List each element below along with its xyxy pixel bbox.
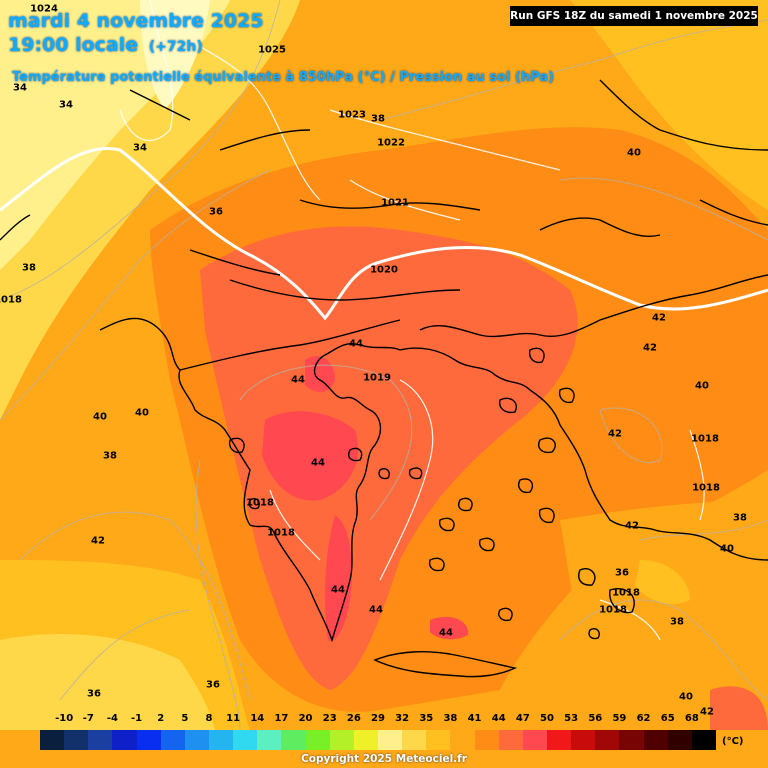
field-red-peloponnese <box>262 411 359 501</box>
field-yellow-rhodes <box>635 560 690 605</box>
field-red-crete <box>430 616 469 640</box>
field-orange-se <box>560 500 768 730</box>
field-yellow-ne <box>570 0 768 210</box>
field-red-orange <box>200 226 578 691</box>
field-lightest-nw <box>140 0 210 110</box>
field-yellow-sw2 <box>0 634 215 730</box>
isobars <box>119 0 705 641</box>
coastlines <box>0 79 768 678</box>
isotherm-contours <box>0 0 768 731</box>
isobar-1020-thick <box>0 147 768 321</box>
field-red-corner <box>710 686 768 730</box>
field-red-south <box>324 515 352 641</box>
